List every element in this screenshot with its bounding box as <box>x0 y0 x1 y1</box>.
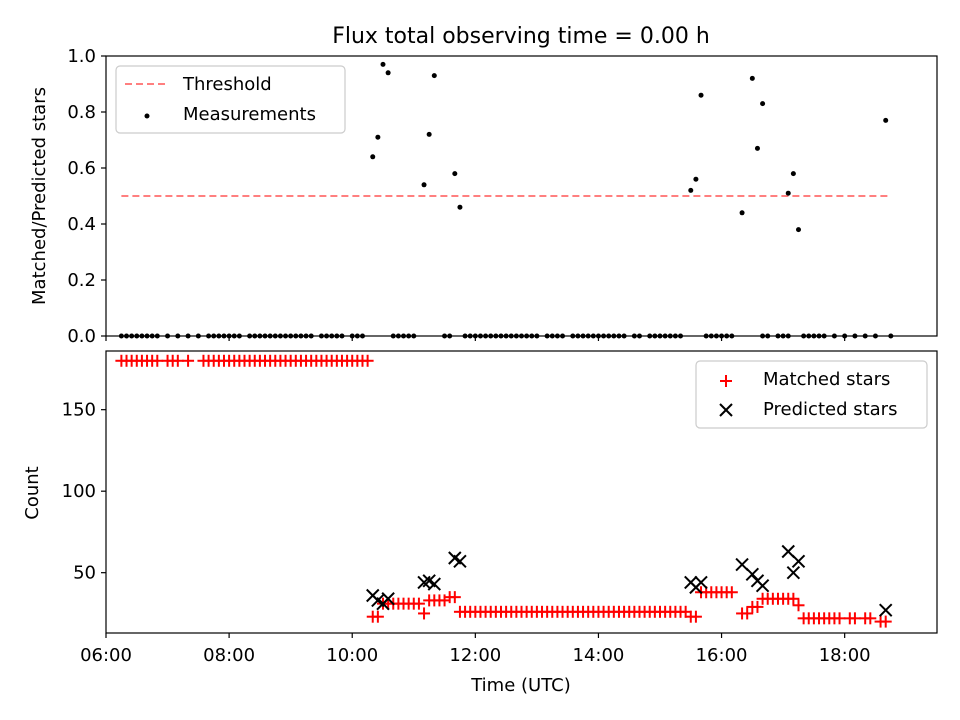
top-legend-box <box>115 65 346 134</box>
matched-star-point <box>741 607 754 620</box>
top-y-axis-label: Matched/Predicted stars <box>29 87 50 305</box>
bottom-plot-frame <box>105 350 938 634</box>
measurement-point <box>754 145 760 151</box>
measurement-point <box>796 227 801 233</box>
threshold-legend-label: Threshold <box>182 74 272 95</box>
bottom-legend: Matched stars Predicted stars <box>695 360 928 429</box>
predicted-star-point <box>735 557 749 572</box>
predicted-star-point <box>878 603 893 617</box>
measurement-point <box>688 187 694 193</box>
matched-star-point <box>418 607 431 620</box>
matched-star-point <box>833 612 846 625</box>
predicted-star-point <box>781 544 795 559</box>
predicted-star-point <box>755 579 770 593</box>
matched-star-point <box>787 592 800 605</box>
y-tick-label: 0.8 <box>67 102 96 123</box>
matched-star-point <box>171 354 184 367</box>
bottom-y-axis: 50 100 150 <box>62 400 106 584</box>
predicted-legend-swatch <box>719 403 733 417</box>
bottom-plot-area <box>115 354 893 628</box>
predicted-star-point <box>453 554 467 568</box>
x-tick-label: 16:00 <box>696 645 748 666</box>
top-x-axis <box>105 336 846 341</box>
matched-legend-swatch <box>720 375 732 387</box>
matched-star-point <box>361 354 374 367</box>
predicted-star-point <box>381 592 395 606</box>
measurements-legend-swatch <box>144 113 150 119</box>
y-tick-label: 50 <box>73 563 96 584</box>
measurement-point <box>739 210 745 216</box>
y-tick-label: 0.6 <box>67 158 96 179</box>
y-tick-label: 0.0 <box>67 326 96 347</box>
predicted-legend-label: Predicted stars <box>763 399 897 420</box>
measurement-point <box>749 75 755 81</box>
top-y-axis: 0.0 0.2 0.4 0.6 0.8 1.0 <box>67 46 106 347</box>
x-tick-label: 10:00 <box>326 645 378 666</box>
measurement-point <box>760 101 766 107</box>
matched-star-point <box>412 597 425 610</box>
chart-title: Flux total observing time = 0.00 h <box>332 24 710 49</box>
measurement-point <box>421 182 427 188</box>
measurement-point <box>375 134 381 140</box>
matched-star-point <box>182 354 195 367</box>
bottom-legend-box <box>695 360 928 429</box>
measurements-legend-label: Measurements <box>183 104 316 125</box>
matched-legend-label: Matched stars <box>763 369 890 390</box>
measurement-point <box>431 73 437 79</box>
matched-star-point <box>151 354 164 367</box>
y-tick-label: 150 <box>62 400 96 421</box>
measurement-point <box>370 154 376 160</box>
top-legend: Threshold Measurements <box>115 65 346 134</box>
measurement-point <box>452 171 458 177</box>
matched-star-point <box>371 610 384 623</box>
predicted-star-point <box>427 577 442 591</box>
predicted-star-point <box>786 565 801 580</box>
predicted-star-point <box>791 554 806 568</box>
measurement-point <box>426 131 432 137</box>
x-tick-label: 12:00 <box>449 645 501 666</box>
top-plot-frame <box>105 55 938 337</box>
measurement-point <box>457 204 463 210</box>
matched-star-point <box>792 599 805 612</box>
measurement-point <box>380 61 386 67</box>
measurement-point <box>785 190 791 196</box>
measurement-point <box>790 171 796 177</box>
x-tick-label: 06:00 <box>80 645 132 666</box>
measurement-point <box>883 117 889 123</box>
matched-star-point <box>864 612 877 625</box>
matched-star-point <box>689 610 702 623</box>
y-tick-label: 1.0 <box>67 46 96 67</box>
matched-star-point <box>725 586 738 599</box>
bottom-y-axis-label: Count <box>22 466 43 519</box>
y-tick-label: 0.2 <box>67 270 96 291</box>
matched-star-point <box>751 600 764 613</box>
bottom-x-axis-label: Time (UTC) <box>470 675 571 696</box>
measurement-point <box>693 176 699 182</box>
y-tick-label: 100 <box>62 481 96 502</box>
x-tick-label: 14:00 <box>573 645 625 666</box>
y-tick-label: 0.4 <box>67 214 96 235</box>
predicted-star-point <box>694 575 708 590</box>
measurement-point <box>385 70 391 76</box>
x-tick-label: 18:00 <box>819 645 871 666</box>
matched-star-point <box>879 615 892 628</box>
x-tick-label: 08:00 <box>203 645 255 666</box>
matched-star-point <box>448 591 461 604</box>
measurement-point <box>698 92 704 98</box>
matched-star-point <box>848 612 861 625</box>
bottom-x-axis: 06:00 08:00 10:00 12:00 14:00 16:00 18:00 <box>80 633 871 666</box>
